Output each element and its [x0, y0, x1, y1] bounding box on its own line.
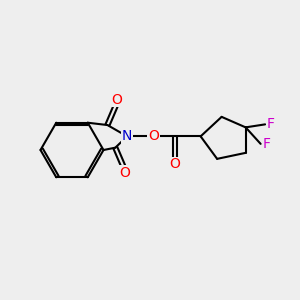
Text: O: O [119, 166, 130, 180]
Text: O: O [148, 129, 159, 143]
Text: N: N [122, 129, 132, 143]
Text: F: F [267, 117, 275, 131]
Text: O: O [111, 92, 122, 106]
Text: O: O [170, 157, 181, 171]
Text: F: F [262, 137, 271, 151]
